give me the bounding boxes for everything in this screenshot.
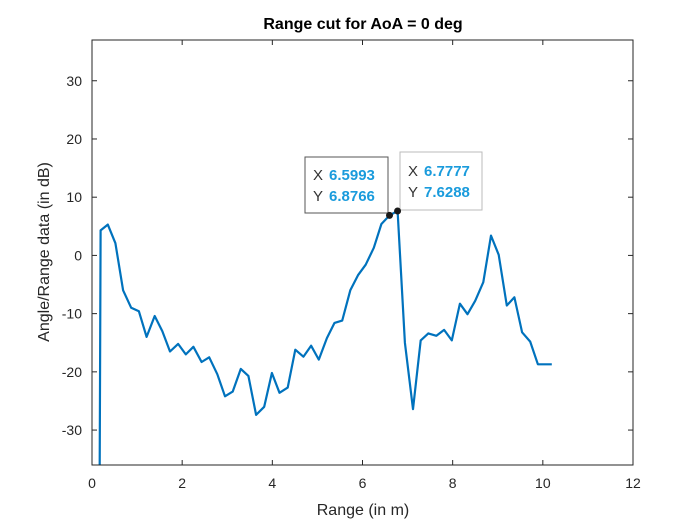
datatip-marker-1 (386, 211, 394, 219)
y-axis-label: Angle/Range data (in dB) (36, 162, 53, 342)
datatip-1[interactable]: X 6.5993 Y 6.8766 (304, 156, 389, 214)
series-line[interactable] (98, 209, 552, 465)
y-tick-label: 0 (74, 247, 82, 263)
y-tick-label: 10 (66, 189, 82, 205)
y-tick-labels: -30 -20 -10 0 10 20 30 (62, 73, 82, 438)
datatip-2-x-label: X (408, 163, 418, 180)
x-tick-labels: 0 2 4 6 8 10 12 (88, 475, 641, 491)
datatip-1-box (304, 156, 389, 214)
datatip-2-y-label: Y (408, 184, 418, 201)
datatip-2[interactable]: X 6.7777 Y 7.6288 (399, 151, 483, 211)
chart-title: Range cut for AoA = 0 deg (263, 16, 462, 33)
y-tick-label: 30 (66, 73, 82, 89)
datatip-markers (386, 207, 402, 219)
datatip-1-y-value: 6.8766 (329, 188, 375, 205)
x-tick-label: 6 (359, 475, 367, 491)
x-tick-label: 12 (625, 475, 641, 491)
datatip-2-box (399, 151, 483, 211)
x-tick-label: 2 (178, 475, 186, 491)
axes-box (91, 39, 634, 466)
datatip-1-x-label: X (313, 167, 323, 184)
y-tick-label: 20 (66, 131, 82, 147)
datatip-2-y-value: 7.6288 (424, 184, 470, 201)
datatip-1-y-label: Y (313, 188, 323, 205)
x-tick-label: 0 (88, 475, 96, 491)
x-tick-label: 10 (535, 475, 551, 491)
plot-area (92, 40, 633, 465)
datatip-2-x-value: 6.7777 (424, 163, 470, 180)
x-tick-label: 8 (449, 475, 457, 491)
datatip-1-x-value: 6.5993 (329, 167, 375, 184)
x-axis-label: Range (in m) (317, 502, 409, 519)
tick-group (91, 40, 634, 465)
y-tick-label: -30 (62, 422, 82, 438)
datatip-marker-2 (394, 207, 402, 215)
y-tick-label: -10 (62, 306, 82, 322)
x-tick-label: 4 (268, 475, 276, 491)
y-tick-label: -20 (62, 364, 82, 380)
